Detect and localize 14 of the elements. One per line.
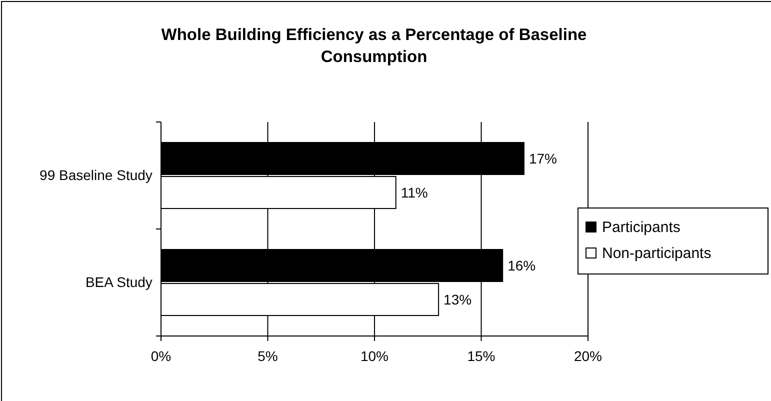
y-tick-label: 99 Baseline Study xyxy=(40,166,152,183)
legend-label: Non-participants xyxy=(602,245,712,262)
x-tick-label: 20% xyxy=(574,348,602,364)
data-label: 13% xyxy=(444,292,472,308)
x-tick-label: 10% xyxy=(360,348,389,364)
legend-label: Participants xyxy=(602,219,680,236)
x-tick-label: 15% xyxy=(467,348,496,364)
x-tick-label: 0% xyxy=(150,348,172,364)
data-label: 16% xyxy=(508,258,536,274)
chart-title: Whole Building Efficiency as a Percentage of Baseline Consumption xyxy=(161,26,587,66)
data-label: 17% xyxy=(528,150,557,166)
y-tick-label: BEA Study xyxy=(85,274,152,290)
data-label: 11% xyxy=(400,184,428,200)
x-tick-label: 5% xyxy=(258,348,278,364)
